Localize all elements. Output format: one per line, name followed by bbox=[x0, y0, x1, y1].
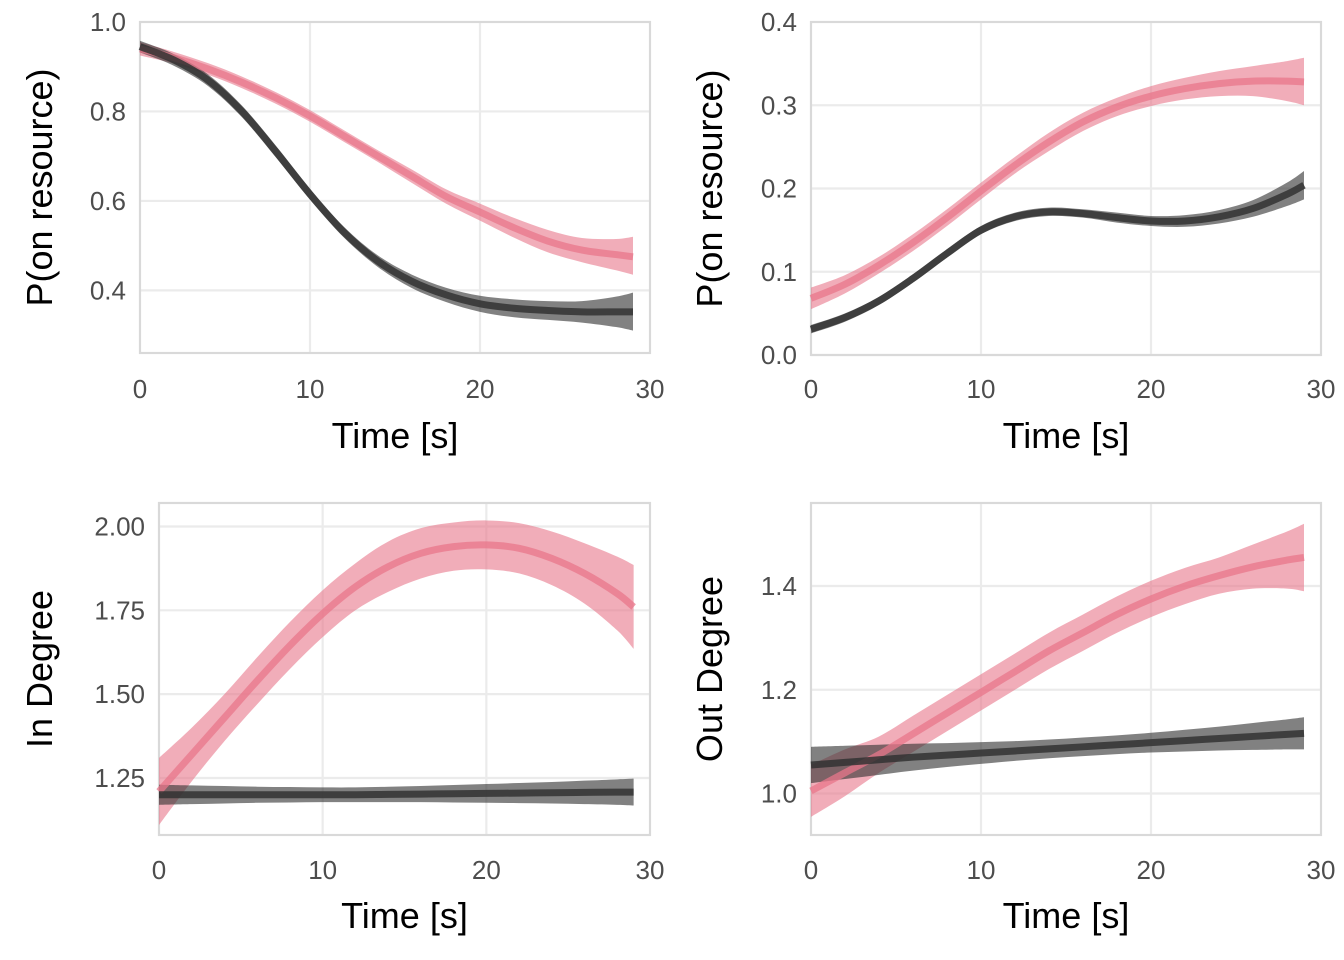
series-line-pink bbox=[156, 541, 636, 794]
panel-border bbox=[809, 20, 1323, 357]
panel-border bbox=[138, 20, 652, 355]
y-tick-label: 0.6 bbox=[90, 186, 126, 216]
x-tick-label: 20 bbox=[1137, 855, 1166, 885]
x-axis-title: Time [s] bbox=[332, 415, 459, 456]
y-tick-label: 0.8 bbox=[90, 96, 126, 126]
series-line-black bbox=[809, 182, 1306, 333]
x-tick-label: 30 bbox=[1307, 855, 1336, 885]
series-line-pink bbox=[139, 45, 634, 261]
x-tick-label: 0 bbox=[152, 855, 166, 885]
x-tick-label: 10 bbox=[967, 374, 996, 404]
y-tick-label: 1.25 bbox=[94, 763, 145, 793]
x-tick-label: 30 bbox=[636, 374, 665, 404]
x-tick-label: 0 bbox=[804, 374, 818, 404]
x-tick-label: 20 bbox=[1137, 374, 1166, 404]
y-tick-label: 1.4 bbox=[761, 571, 797, 601]
panel-bottom-left: 0 10 20 30 1.25 1.50 1.75 2.00 Time [s] In Degree bbox=[19, 501, 665, 936]
panel-top-right: 0 10 20 30 0.0 0.1 0.2 0.3 0.4 Time [s] P(on resou… bbox=[689, 7, 1335, 456]
x-tick-label: 0 bbox=[133, 374, 147, 404]
x-tick-label: 10 bbox=[967, 855, 996, 885]
y-tick-label: 2.00 bbox=[94, 511, 145, 541]
y-tick-label: 0.4 bbox=[90, 275, 126, 305]
y-tick-label: 0.3 bbox=[761, 90, 797, 120]
x-tick-label: 20 bbox=[466, 374, 495, 404]
confidence-band-pink bbox=[159, 520, 634, 825]
y-tick-label: 0.1 bbox=[761, 257, 797, 287]
y-axis-title: P(on resource) bbox=[689, 69, 730, 307]
y-axis-title: In Degree bbox=[19, 590, 60, 748]
panel-border bbox=[157, 501, 652, 837]
panel-bottom-right: 0 10 20 30 1.0 1.2 1.4 Time [s] Out Degree bbox=[689, 501, 1336, 936]
y-tick-label: 0.0 bbox=[761, 340, 797, 370]
x-tick-label: 10 bbox=[308, 855, 337, 885]
x-tick-label: 20 bbox=[472, 855, 501, 885]
x-axis-title: Time [s] bbox=[341, 895, 468, 936]
x-tick-label: 0 bbox=[804, 855, 818, 885]
y-tick-label: 1.75 bbox=[94, 595, 145, 625]
x-axis-title: Time [s] bbox=[1003, 895, 1130, 936]
y-axis-title: Out Degree bbox=[689, 576, 730, 762]
series-line-pink bbox=[809, 77, 1305, 302]
y-tick-label: 0.4 bbox=[761, 7, 797, 37]
x-axis-title: Time [s] bbox=[1003, 415, 1130, 456]
y-tick-label: 1.2 bbox=[761, 675, 797, 705]
y-tick-label: 1.0 bbox=[90, 7, 126, 37]
confidence-band-pink bbox=[811, 523, 1304, 817]
panel-border bbox=[809, 501, 1323, 837]
confidence-band-black bbox=[811, 171, 1304, 334]
y-tick-label: 0.2 bbox=[761, 174, 797, 204]
series-line-black bbox=[138, 43, 633, 316]
x-tick-label: 10 bbox=[296, 374, 325, 404]
y-tick-label: 1.0 bbox=[761, 779, 797, 809]
x-tick-label: 30 bbox=[636, 855, 665, 885]
y-tick-label: 1.50 bbox=[94, 679, 145, 709]
series-line-pink bbox=[809, 554, 1305, 794]
panel-top-left: 0 10 20 30 0.4 0.6 0.8 1.0 Time [s] P(on resource… bbox=[19, 7, 664, 456]
y-axis-title: P(on resource) bbox=[19, 68, 60, 306]
series-line-black bbox=[810, 729, 1305, 769]
x-tick-label: 30 bbox=[1307, 374, 1336, 404]
series-line-black bbox=[158, 788, 634, 799]
